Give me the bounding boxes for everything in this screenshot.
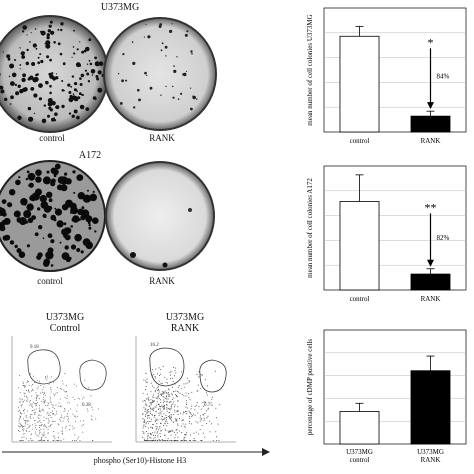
bar: [410, 115, 451, 133]
dish-label-u373mg-control: control: [39, 133, 65, 143]
gate-value-control-right: 0.38: [82, 403, 91, 408]
panel-b-dishes: [0, 160, 215, 272]
panel-a-dishes: [0, 15, 217, 133]
plot-frame: [323, 329, 467, 445]
bar: [339, 201, 380, 291]
flow-xaxis-label: phospho (Ser10)-Histone H3: [93, 456, 187, 465]
dish-a172-control: [0, 160, 106, 272]
flow-plots: 9.18 0.38 16.2 0.75: [2, 336, 270, 456]
category-label: U373MG: [417, 448, 444, 456]
gate-value-rank-right: 0.75: [204, 403, 213, 408]
dish-u373mg-rank: [103, 17, 217, 131]
category-label: U373MG: [346, 448, 373, 456]
reduction-percent: 82%: [437, 234, 450, 242]
plot-frame: [323, 165, 467, 291]
significance-marker: *: [428, 35, 434, 49]
bar-chart-u373mg-colonies: mean number of cell colonies U373MG contr…: [306, 7, 467, 145]
y-axis-label: mean number of cell colonies U373MG: [306, 14, 314, 125]
gate-value-control-left: 9.18: [30, 345, 39, 350]
flow-title-rank-line1: U373MG: [165, 312, 205, 323]
panel-a-cell-line-label: U373MG: [100, 2, 140, 13]
dish-label-u373mg-rank: RANK: [149, 133, 175, 143]
flow-plot-control: 9.18 0.38: [11, 336, 112, 443]
category-label: RANK: [421, 456, 441, 464]
reduction-percent: 84%: [437, 73, 450, 81]
dish-label-a172-control: control: [37, 276, 63, 286]
dish-label-a172-rank: RANK: [149, 276, 175, 286]
reduction-arrowhead: [427, 259, 434, 267]
y-axis-label: percentage of cDMP positive cells: [306, 339, 314, 435]
flow-title-control-line2: Control: [49, 323, 81, 334]
flow-title-control-line1: U373MG: [45, 312, 85, 323]
dish-a172-rank: [105, 161, 215, 271]
bar: [339, 35, 380, 133]
bar: [339, 411, 380, 445]
category-label: RANK: [421, 137, 441, 145]
bar-chart-a172-colonies: mean number of cell colonies A172 control…: [306, 165, 467, 303]
bar: [410, 370, 451, 445]
gate-value-rank-left: 16.2: [150, 343, 159, 348]
dish-u373mg-control: [0, 15, 109, 133]
category-label: control: [350, 137, 370, 145]
category-label: control: [350, 456, 370, 464]
bar: [410, 273, 451, 291]
category-label: control: [350, 295, 370, 303]
flow-plot-rank: 16.2 0.75: [135, 336, 236, 443]
significance-marker: **: [425, 200, 437, 214]
panel-b-cell-line-label: A172: [78, 150, 102, 161]
y-axis-label: mean number of cell colonies A172: [306, 178, 314, 278]
plot-frame: [323, 7, 467, 133]
category-label: RANK: [421, 295, 441, 303]
flow-title-rank-line2: RANK: [170, 323, 200, 334]
flow-xaxis-arrow: [2, 448, 270, 456]
reduction-arrowhead: [427, 102, 434, 110]
bar-chart-cdmp-positive: percentage of cDMP positive cellsU373MGc…: [306, 329, 467, 464]
